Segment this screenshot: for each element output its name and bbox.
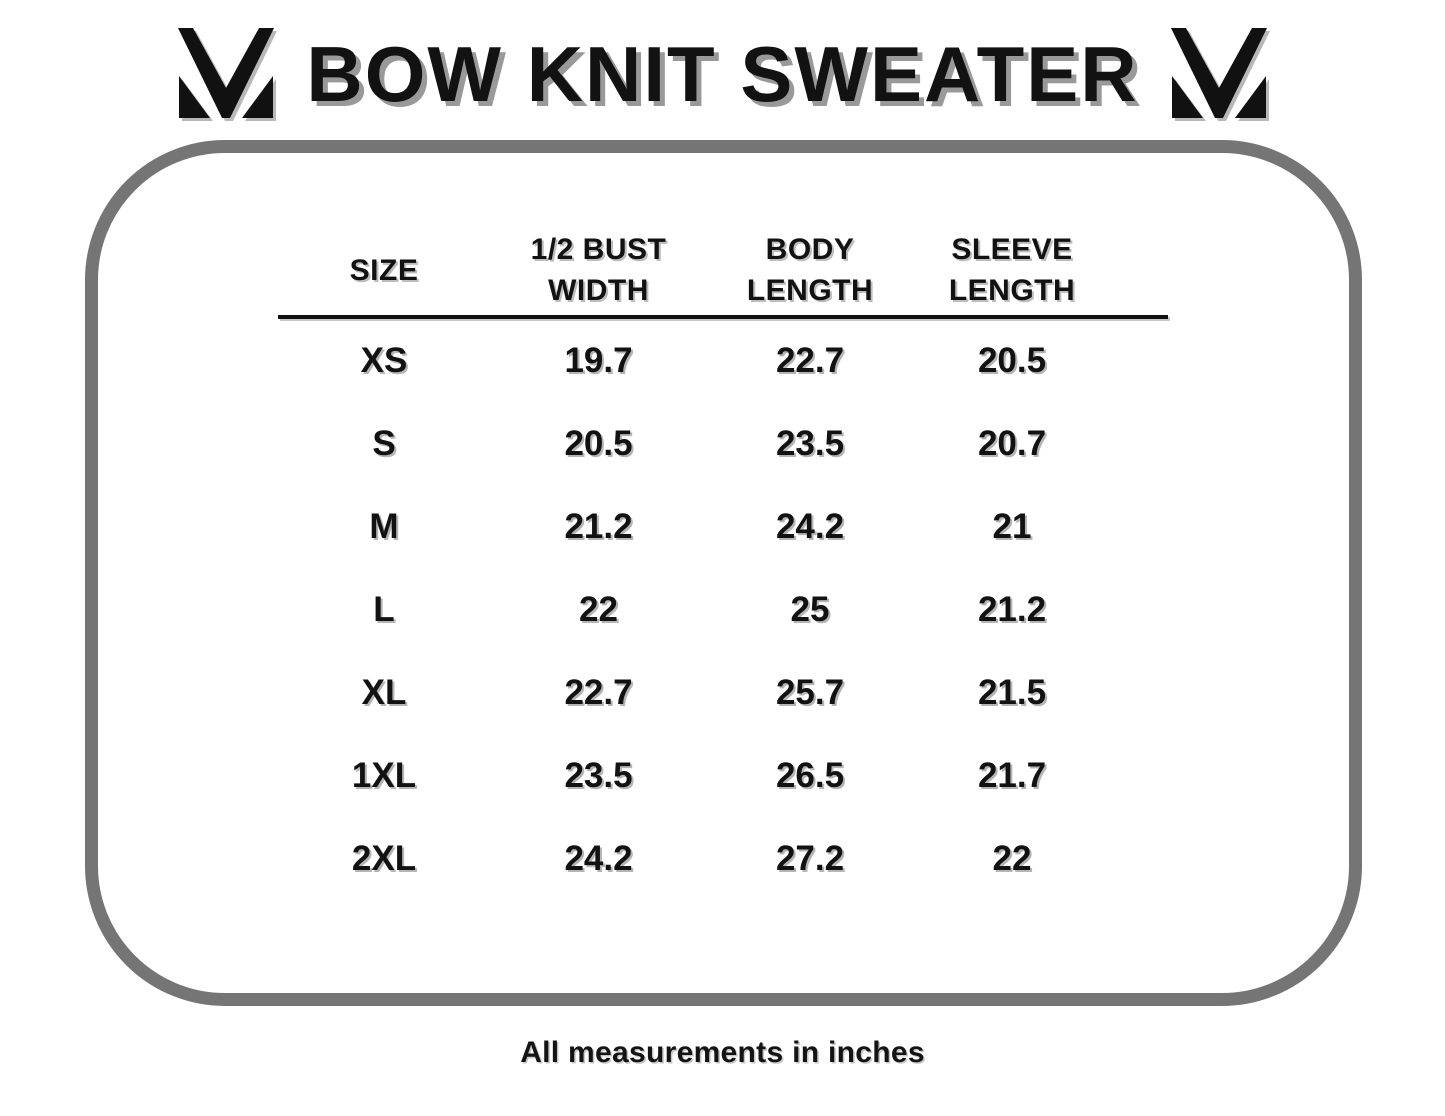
size-chart-table: SIZE 1/2 BUST WIDTH BODY LENGTH SLEEVE LENG… [278, 229, 1168, 900]
column-header-line: SIZE [349, 253, 419, 287]
measurements-note: All measurements in inches [520, 1036, 925, 1069]
column-header-line: 1/2 BUST [530, 233, 667, 266]
size-cell: XL [361, 672, 407, 712]
sleeve-length-cell: 20.7 [977, 423, 1047, 463]
size-cell: 2XL [351, 838, 417, 878]
page-title: BOW KNIT SWEATER [306, 29, 1139, 118]
size-cell: L [373, 589, 395, 629]
sleeve-length-cell: 21 [992, 506, 1032, 546]
sleeve-length-cell: 22 [992, 838, 1032, 878]
bust-width-cell: 22.7 [564, 672, 633, 712]
column-header-sleeve-length: SLEEVE LENGTH [913, 229, 1111, 311]
m-logo-icon [176, 28, 276, 120]
column-header-bust-width: 1/2 BUST WIDTH [490, 229, 707, 311]
header-underline [278, 315, 1168, 319]
table-row: 1XL 23.5 26.5 21.7 [278, 734, 1168, 817]
body-length-cell: 22.7 [775, 340, 845, 380]
table-header-row: SIZE 1/2 BUST WIDTH BODY LENGTH SLEEVE LENG… [278, 229, 1168, 311]
table-row: XL 22.7 25.7 21.5 [278, 651, 1168, 734]
sleeve-length-cell: 21.2 [977, 589, 1047, 629]
table-row: M 21.2 24.2 21 [278, 485, 1168, 568]
body-length-cell: 27.2 [775, 838, 845, 878]
size-cell: XS [360, 340, 408, 380]
table-row: 2XL 24.2 27.2 22 [278, 817, 1168, 900]
body-length-cell: 23.5 [775, 423, 845, 463]
body-length-cell: 26.5 [775, 755, 845, 795]
bust-width-cell: 22 [579, 589, 618, 629]
column-header-line: WIDTH [548, 274, 649, 307]
column-header-line: LENGTH [948, 274, 1076, 307]
bust-width-cell: 20.5 [564, 423, 633, 463]
bust-width-cell: 19.7 [564, 340, 633, 380]
column-header-size: SIZE [278, 229, 490, 311]
bust-width-cell: 21.2 [564, 506, 633, 546]
size-cell: S [372, 423, 396, 463]
sleeve-length-cell: 20.5 [977, 340, 1047, 380]
sleeve-length-cell: 21.7 [977, 755, 1047, 795]
column-header-line: LENGTH [746, 274, 874, 307]
header: BOW KNIT SWEATER [0, 18, 1445, 130]
sleeve-length-cell: 21.5 [977, 672, 1047, 712]
body-length-cell: 25.7 [775, 672, 845, 712]
column-header-line: BODY [765, 233, 855, 266]
m-logo-icon [1169, 28, 1269, 120]
body-length-cell: 25 [790, 589, 830, 629]
bust-width-cell: 24.2 [564, 838, 633, 878]
size-cell: 1XL [351, 755, 417, 795]
column-header-line: SLEEVE [951, 233, 1073, 266]
size-cell: M [369, 506, 399, 546]
table-row: S 20.5 23.5 20.7 [278, 402, 1168, 485]
table-row: L 22 25 21.2 [278, 568, 1168, 651]
table-row: XS 19.7 22.7 20.5 [278, 319, 1168, 402]
size-chart-frame: SIZE 1/2 BUST WIDTH BODY LENGTH SLEEVE LENG… [85, 140, 1362, 1006]
bust-width-cell: 23.5 [564, 755, 633, 795]
column-header-body-length: BODY LENGTH [707, 229, 913, 311]
body-length-cell: 24.2 [775, 506, 845, 546]
